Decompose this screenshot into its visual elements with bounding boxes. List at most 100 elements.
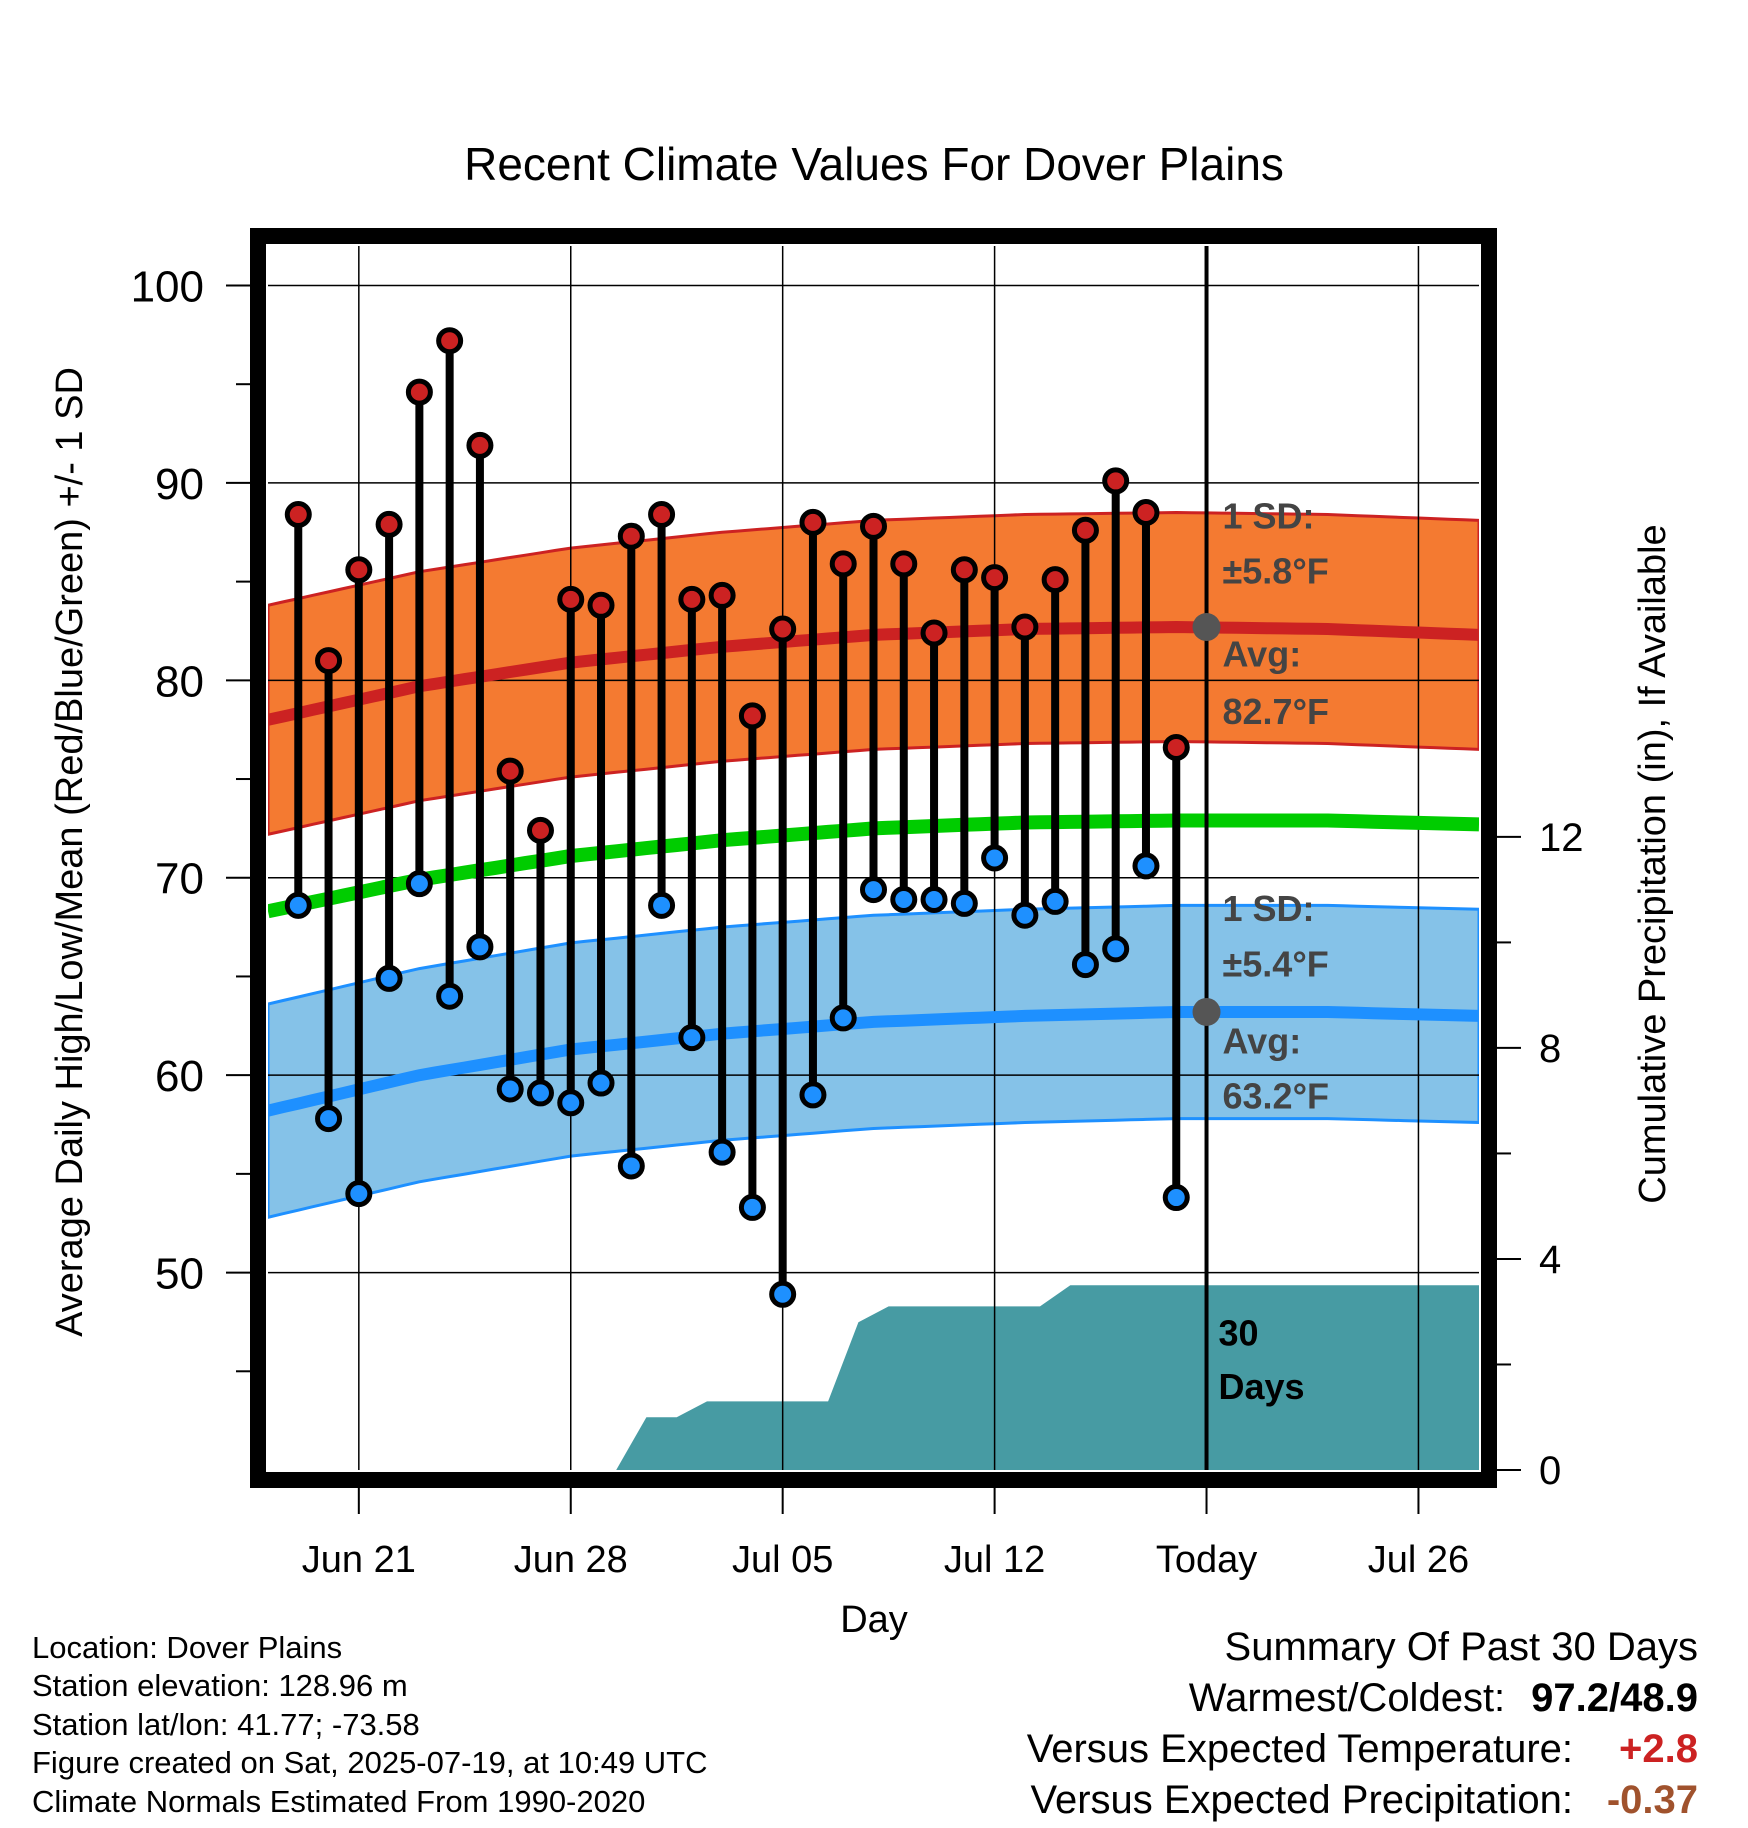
low-avg-marker — [1192, 997, 1221, 1026]
warmest-label: Warmest/Coldest: — [1188, 1676, 1506, 1720]
low-point — [557, 1089, 585, 1117]
low-sd-label: 1 SD: — [1223, 888, 1315, 929]
x-tick-label: Jul 26 — [1368, 1539, 1469, 1581]
plot-clip-group — [268, 246, 1479, 1470]
high-point — [920, 619, 948, 647]
low-sd-value: ±5.4°F — [1223, 943, 1329, 984]
low-point — [1011, 901, 1039, 929]
low-avg-value: 63.2°F — [1223, 1076, 1329, 1117]
high-point — [557, 585, 585, 613]
x-tick-label: Today — [1156, 1539, 1257, 1581]
y-tick-label: 70 — [155, 855, 204, 904]
high-point — [617, 522, 645, 550]
low-point — [708, 1138, 736, 1166]
y2-tick-label: 4 — [1539, 1238, 1561, 1282]
low-point — [526, 1079, 554, 1107]
y-axis-label: Average Daily High/Low/Mean (Red/Blue/Gr… — [49, 367, 91, 1337]
low-point — [405, 870, 433, 898]
high-point — [587, 591, 615, 619]
low-point — [587, 1069, 615, 1097]
station-info: Location: Dover Plains Station elevation… — [32, 1629, 708, 1821]
low-point — [1041, 887, 1069, 915]
low-point — [617, 1152, 645, 1180]
days-count-number: 30 — [1219, 1313, 1259, 1354]
low-point — [860, 876, 887, 904]
high-point — [405, 378, 433, 406]
chart-title: Recent Climate Values For Dover Plains — [464, 138, 1284, 190]
low-point — [1162, 1184, 1190, 1212]
high-avg-label: Avg: — [1223, 634, 1302, 675]
low-point — [345, 1180, 373, 1208]
low-point — [981, 844, 1009, 872]
low-point — [375, 964, 403, 992]
y2-tick-label: 8 — [1539, 1027, 1561, 1071]
low-point — [829, 1004, 857, 1032]
high-point — [466, 431, 494, 459]
precip-label: Versus Expected Precipitation: — [1030, 1778, 1573, 1822]
low-point — [466, 933, 494, 961]
low-point — [920, 885, 948, 913]
high-avg-value: 82.7°F — [1223, 691, 1329, 732]
high-point — [738, 702, 766, 730]
low-point — [284, 891, 312, 919]
low-point — [769, 1280, 797, 1308]
y2-tick-label: 0 — [1539, 1449, 1561, 1493]
low-point — [648, 891, 676, 919]
high-point — [708, 581, 736, 609]
low-point — [890, 885, 918, 913]
high-point — [436, 327, 464, 355]
high-point — [799, 508, 827, 536]
low-point — [1132, 852, 1160, 880]
low-avg-label: Avg: — [1223, 1020, 1302, 1061]
low-point — [315, 1105, 343, 1133]
low-point — [1071, 951, 1099, 979]
high-point — [860, 512, 887, 540]
low-avg-line — [268, 1006, 1479, 1117]
low-point — [678, 1024, 706, 1052]
y2-axis-label: Cumulative Precipitation (in), If Availa… — [1632, 524, 1674, 1203]
summary-panel: Summary Of Past 30 Days Warmest/Coldest:… — [1027, 1622, 1698, 1826]
y-tick-label: 50 — [155, 1250, 204, 1299]
warmest-value: 97.2/48.9 — [1531, 1676, 1698, 1720]
low-point — [496, 1075, 524, 1103]
summary-warmest-row: Warmest/Coldest: 97.2/48.9 — [1027, 1673, 1698, 1724]
low-point — [950, 889, 978, 917]
high-point — [496, 757, 524, 785]
plot-frame — [250, 228, 1497, 1488]
y-tick-label: 90 — [155, 460, 204, 509]
summary-title: Summary Of Past 30 Days — [1224, 1625, 1698, 1669]
high-point — [345, 556, 373, 584]
high-point — [890, 550, 918, 578]
high-sd-label: 1 SD: — [1223, 495, 1315, 536]
low-point — [799, 1081, 827, 1109]
high-point — [1102, 467, 1130, 495]
high-point — [1132, 499, 1160, 527]
high-point — [375, 510, 403, 538]
high-avg-marker — [1192, 613, 1221, 642]
high-sd-value: ±5.8°F — [1223, 551, 1329, 592]
high-point — [981, 564, 1009, 592]
high-point — [950, 556, 978, 584]
days-count-word: Days — [1219, 1366, 1305, 1407]
high-point — [678, 585, 706, 613]
high-point — [1011, 613, 1039, 641]
high-point — [829, 550, 857, 578]
created-text: Figure created on Sat, 2025-07-19, at 10… — [32, 1745, 708, 1781]
summary-temp-row: Versus Expected Temperature: +2.8 — [1027, 1724, 1698, 1775]
high-point — [648, 500, 676, 528]
x-tick-label: Jun 21 — [302, 1539, 416, 1581]
high-point — [526, 816, 554, 844]
high-point — [315, 647, 343, 675]
x-tick-label: Jul 05 — [732, 1539, 833, 1581]
normals-text: Climate Normals Estimated From 1990-2020 — [32, 1783, 646, 1819]
high-point — [284, 500, 312, 528]
location-text: Location: Dover Plains — [32, 1630, 343, 1665]
x-tick-label: Jul 12 — [944, 1539, 1045, 1581]
x-tick-label: Jun 28 — [514, 1539, 628, 1581]
high-point — [1071, 516, 1099, 544]
latlon-text: Station lat/lon: 41.77; -73.58 — [32, 1706, 420, 1742]
precipitation-area — [268, 1285, 1479, 1470]
low-point — [738, 1193, 766, 1221]
high-point — [1162, 733, 1190, 761]
